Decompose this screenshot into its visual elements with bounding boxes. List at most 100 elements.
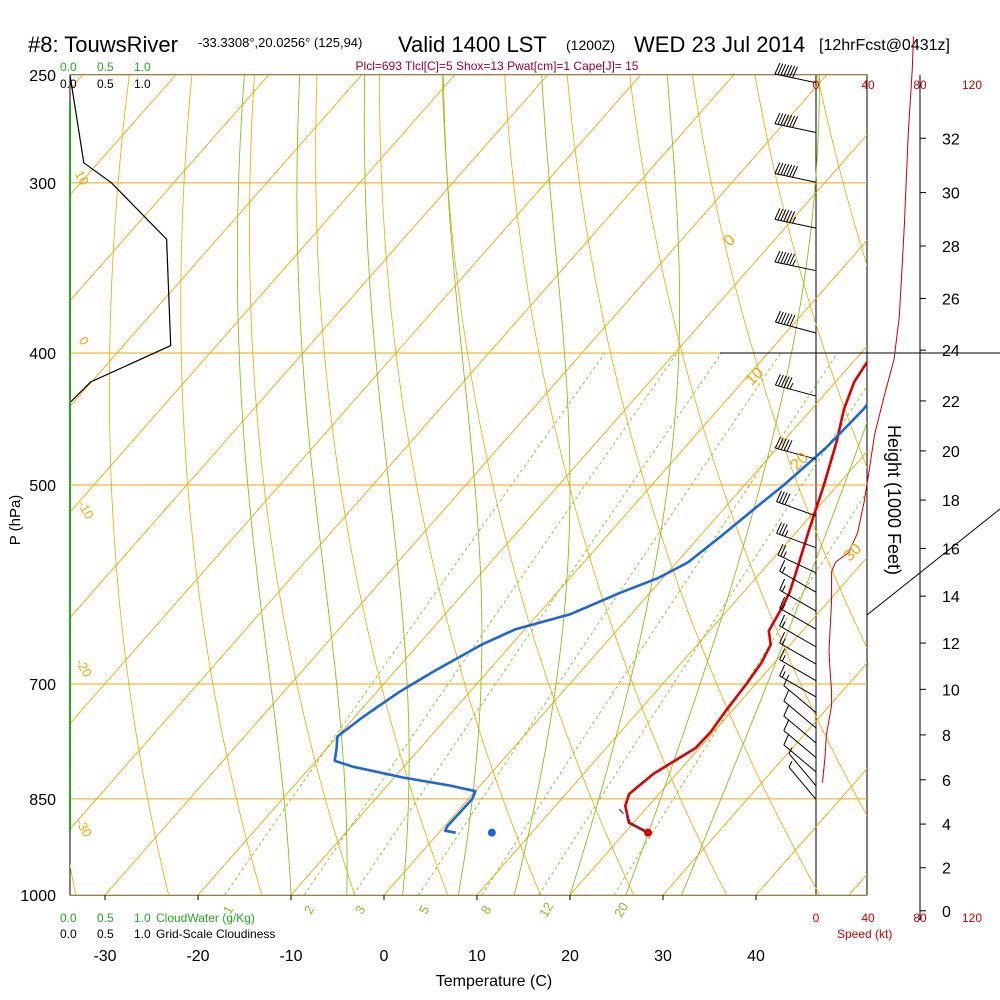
x-tick-label: -20 (186, 948, 209, 965)
wind-barb (774, 112, 817, 133)
height-tick-label: 2 (942, 861, 951, 878)
wind-barb (776, 490, 817, 517)
dry-adiabat-line (504, 75, 728, 895)
isotherm-line (290, 239, 867, 895)
wind-speed-tick-top: 0 (813, 78, 820, 92)
wind-panel (774, 36, 914, 800)
pressure-tick-label: 700 (29, 677, 56, 694)
isotherm-line (70, 75, 269, 302)
wind-speed-tick-top: 80 (913, 78, 927, 92)
wind-barb (783, 674, 817, 714)
x-tick-label: -30 (93, 948, 116, 965)
wind-barb (774, 162, 817, 183)
forecast-info: [12hrFcst@0431z] (819, 37, 950, 54)
cloudiness-axis-title: Grid-Scale Cloudiness (156, 927, 275, 941)
dry-adiabat-line (180, 75, 263, 895)
wind-speed-tick-bottom: 80 (913, 911, 927, 925)
dry-adiabat-label: -10 (75, 498, 97, 522)
height-tick-label: 20 (942, 444, 960, 461)
cloudwater-axis-title: CloudWater (g/Kg) (156, 911, 255, 925)
height-tick-label: 28 (942, 239, 960, 256)
height-tick-label: 26 (942, 292, 960, 309)
sounding-traces (70, 75, 867, 837)
stability-params: Plcl=693 Tlcl[C]=5 Shox=13 Pwat[cm]=1 Ca… (356, 59, 639, 73)
height-tick-label: 14 (942, 589, 960, 606)
cloudiness-tick-label-top: 0.0 (60, 77, 77, 91)
pressure-tick-label: 250 (29, 68, 56, 85)
cloudiness-tick-label-bottom: 0.0 (60, 927, 77, 941)
surface-dewpoint-marker (487, 828, 496, 837)
parcel-trace (617, 806, 647, 834)
isotherm-line (70, 75, 548, 619)
isotherm-line (569, 556, 867, 895)
wind-barb (783, 704, 817, 744)
height-axis-title: Height (1000 Feet) (884, 425, 904, 575)
wind-barb (783, 689, 817, 729)
isotherm-line (104, 75, 827, 895)
wind-barb (774, 250, 817, 272)
mixing-ratio-line (481, 352, 838, 895)
valid-time: Valid 1400 LST (398, 32, 547, 57)
cloudwater-tick-label-bottom: 0.5 (97, 911, 114, 925)
dry-adiabat-line (754, 75, 867, 469)
wind-barb (783, 733, 817, 773)
isotherm-line (662, 662, 867, 895)
dry-adiabat-line (691, 75, 867, 649)
wind-barb (774, 373, 817, 397)
wind-barb (779, 614, 817, 648)
cloudwater-tick-label-bottom: 0.0 (60, 911, 77, 925)
wind-speed-profile (822, 36, 914, 783)
pressure-tick-label: 500 (29, 478, 56, 495)
mixing-ratio-label: 20 (611, 900, 631, 920)
cloudiness-tick-label-top: 1.0 (134, 77, 151, 91)
pressure-tick-label: 1000 (20, 888, 56, 905)
x-tick-label: 20 (561, 948, 579, 965)
wind-speed-axis-title: Speed (kt) (837, 927, 892, 941)
wind-speed-tick-bottom: 0 (813, 911, 820, 925)
mixing-ratio-line (353, 352, 723, 895)
mixing-ratio-label: 8 (478, 903, 495, 917)
dry-adiabat-line (315, 75, 449, 895)
y-axis-title: P (hPa) (7, 495, 24, 546)
height-tick-label: 10 (942, 682, 960, 699)
station-location: -33.3308°,20.0256° (125,94) (198, 35, 362, 50)
height-tick-label: 32 (942, 131, 960, 148)
height-tick-label: 22 (942, 394, 960, 411)
dry-adiabat-label: 10 (72, 168, 92, 188)
height-tick-label: 0 (942, 904, 951, 921)
wind-speed-tick-bottom: 120 (962, 911, 982, 925)
cloudiness-tick-label-top: 0.5 (97, 77, 114, 91)
moist-adiabat-line (625, 75, 820, 895)
wind-barb (779, 631, 817, 665)
moist-adiabat-line (681, 421, 867, 895)
isotherm-line (70, 75, 455, 513)
wind-barb (783, 719, 817, 758)
moist-adiabat-line (442, 75, 483, 895)
mixing-ratio-line (538, 385, 867, 895)
x-axis-title: Temperature (C) (436, 973, 552, 990)
cloudwater-tick-label-bottom: 1.0 (134, 911, 151, 925)
dry-adiabat-line (0, 51, 9, 924)
height-tick-label: 24 (942, 343, 960, 360)
height-tick-label: 18 (942, 493, 960, 510)
moist-adiabat-line (363, 75, 410, 895)
station-title: #8: TouwsRiver (28, 32, 178, 57)
zulu-time: (1200Z) (566, 37, 615, 53)
wind-barb (779, 597, 817, 630)
dry-adiabat-line (936, 51, 1000, 924)
cloudiness-tick-label-bottom: 0.5 (97, 927, 114, 941)
dry-adiabat-line (441, 75, 635, 895)
wind-barb (774, 208, 817, 229)
wind-barb (774, 436, 817, 460)
background-grid (0, 51, 1000, 924)
x-tick-label: 30 (654, 948, 672, 965)
dry-adiabat-label: -30 (73, 816, 95, 840)
height-tick-label: 16 (942, 541, 960, 558)
x-tick-label: 0 (380, 948, 389, 965)
wind-barb (788, 760, 817, 800)
height-tick-label: 4 (942, 817, 951, 834)
mixing-ratio-label: 3 (352, 903, 369, 917)
isotherm-line (70, 75, 734, 830)
height-tick-label: 8 (942, 728, 951, 745)
pressure-tick-label: 850 (29, 792, 56, 809)
